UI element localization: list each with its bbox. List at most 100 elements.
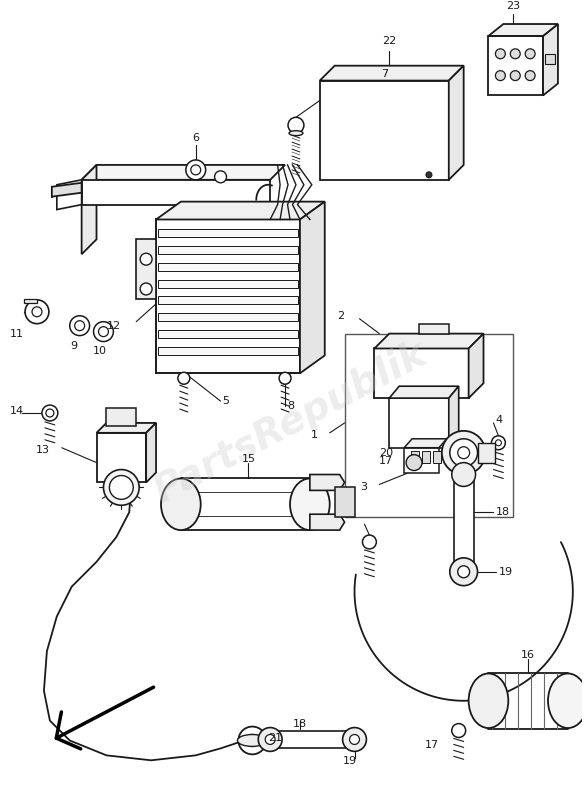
Ellipse shape (468, 674, 508, 728)
Text: 19: 19 (342, 756, 357, 766)
Text: 3: 3 (360, 482, 367, 493)
Circle shape (492, 436, 505, 450)
Circle shape (279, 372, 291, 384)
Circle shape (246, 734, 258, 746)
Circle shape (442, 431, 485, 474)
Circle shape (406, 454, 422, 470)
Polygon shape (404, 438, 447, 448)
Polygon shape (488, 36, 543, 95)
Circle shape (103, 470, 139, 506)
Bar (345, 334, 513, 517)
Circle shape (495, 440, 502, 446)
Bar (433, 450, 441, 462)
Text: 12: 12 (107, 321, 121, 330)
Circle shape (46, 409, 54, 417)
Text: 9: 9 (70, 341, 77, 350)
Text: PartsRepublik: PartsRepublik (147, 335, 433, 511)
Polygon shape (158, 246, 298, 254)
Circle shape (109, 475, 133, 499)
Circle shape (363, 535, 376, 549)
Text: 17: 17 (380, 456, 394, 466)
Text: 10: 10 (92, 346, 106, 357)
Circle shape (495, 49, 505, 58)
Circle shape (525, 49, 535, 58)
Polygon shape (449, 386, 458, 448)
Circle shape (510, 49, 520, 58)
Circle shape (186, 160, 206, 180)
Polygon shape (158, 313, 298, 321)
Polygon shape (158, 230, 298, 238)
Bar (335, 487, 354, 517)
Ellipse shape (548, 674, 584, 728)
Polygon shape (57, 180, 82, 210)
Circle shape (265, 734, 275, 745)
Polygon shape (156, 219, 300, 374)
Circle shape (93, 322, 113, 342)
Bar (24, 299, 37, 303)
Polygon shape (488, 24, 558, 36)
Ellipse shape (238, 734, 267, 746)
Polygon shape (374, 334, 484, 349)
Circle shape (450, 438, 478, 466)
Polygon shape (390, 386, 458, 398)
Circle shape (140, 254, 152, 265)
Polygon shape (320, 81, 449, 180)
Polygon shape (52, 182, 82, 197)
Bar (478, 442, 495, 462)
Bar (106, 408, 136, 426)
Circle shape (75, 321, 85, 330)
Polygon shape (158, 346, 298, 354)
Polygon shape (374, 349, 468, 398)
Polygon shape (82, 180, 270, 205)
Text: 23: 23 (506, 1, 520, 11)
Text: 6: 6 (192, 133, 199, 143)
Polygon shape (300, 202, 325, 374)
Circle shape (191, 165, 201, 175)
Text: 22: 22 (382, 36, 397, 46)
Text: 15: 15 (241, 454, 255, 464)
Circle shape (99, 326, 109, 337)
Text: 14: 14 (10, 406, 25, 416)
Circle shape (238, 726, 266, 754)
Polygon shape (320, 66, 464, 81)
Bar (545, 54, 555, 64)
Ellipse shape (161, 478, 201, 530)
Text: 5: 5 (223, 396, 230, 406)
Polygon shape (158, 280, 298, 287)
Polygon shape (158, 297, 298, 304)
Bar (136, 239, 156, 299)
Text: 11: 11 (10, 329, 24, 338)
Circle shape (288, 118, 304, 133)
Polygon shape (82, 165, 96, 254)
Circle shape (69, 316, 89, 335)
Text: 7: 7 (381, 69, 388, 78)
Circle shape (426, 172, 432, 178)
Text: 20: 20 (379, 448, 393, 458)
Polygon shape (156, 202, 325, 219)
Circle shape (42, 405, 58, 421)
Text: 18: 18 (495, 507, 510, 518)
Text: 18: 18 (293, 718, 307, 729)
Polygon shape (468, 334, 484, 398)
Polygon shape (390, 398, 449, 448)
Polygon shape (158, 330, 298, 338)
Polygon shape (419, 324, 449, 334)
Polygon shape (454, 474, 474, 562)
Text: 2: 2 (338, 310, 345, 321)
Circle shape (178, 372, 190, 384)
Polygon shape (96, 423, 156, 433)
Circle shape (495, 70, 505, 81)
Circle shape (458, 446, 470, 458)
Circle shape (452, 723, 465, 738)
Bar (411, 450, 419, 462)
Circle shape (140, 283, 152, 295)
Circle shape (452, 462, 475, 486)
Circle shape (350, 734, 360, 745)
Circle shape (214, 171, 227, 182)
Circle shape (258, 727, 282, 751)
Circle shape (510, 70, 520, 81)
Circle shape (525, 70, 535, 81)
Polygon shape (96, 433, 146, 482)
Ellipse shape (289, 130, 303, 136)
Polygon shape (270, 730, 354, 748)
